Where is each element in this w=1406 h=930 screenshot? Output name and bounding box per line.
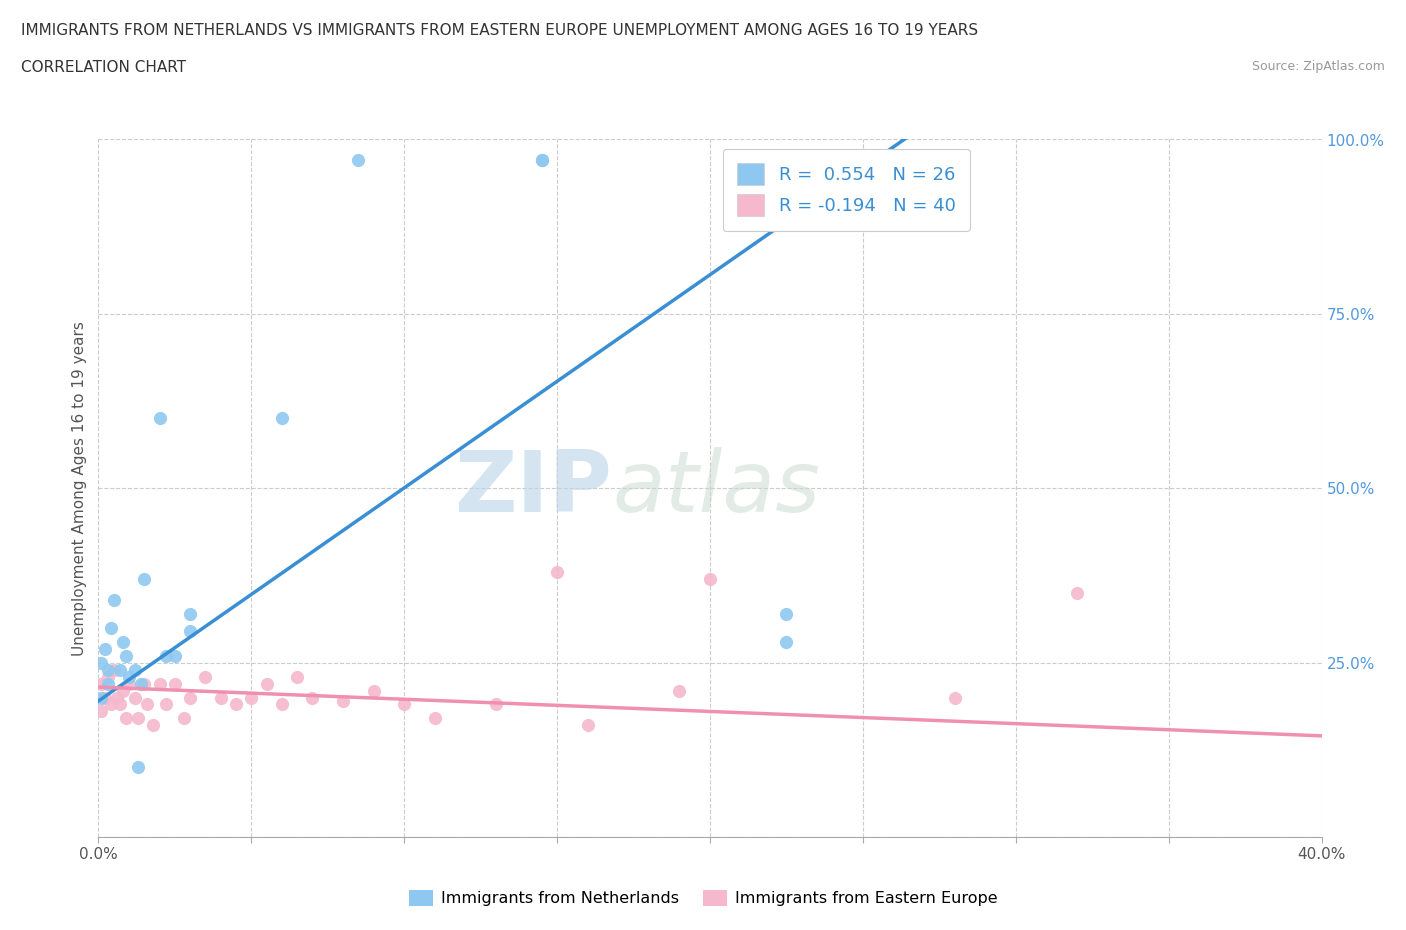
Point — [668, 683, 690, 698]
Point — [546, 565, 568, 579]
Point — [1066, 586, 1088, 601]
Point — [576, 718, 599, 733]
Point — [285, 670, 308, 684]
Point — [134, 571, 156, 587]
Point — [97, 662, 120, 677]
Text: Source: ZipAtlas.com: Source: ZipAtlas.com — [1251, 60, 1385, 73]
Point — [194, 670, 217, 684]
Point — [392, 698, 416, 712]
Point — [127, 760, 149, 775]
Point — [332, 694, 354, 709]
Point — [93, 642, 115, 657]
Point — [103, 592, 125, 607]
Point — [100, 620, 122, 635]
Legend: Immigrants from Netherlands, Immigrants from Eastern Europe: Immigrants from Netherlands, Immigrants … — [402, 884, 1004, 912]
Point — [225, 698, 247, 712]
Point — [111, 683, 134, 698]
Point — [127, 711, 149, 725]
Point — [775, 606, 797, 621]
Legend: R =  0.554   N = 26, R = -0.194   N = 40: R = 0.554 N = 26, R = -0.194 N = 40 — [723, 149, 970, 231]
Point — [179, 690, 201, 705]
Point — [155, 648, 177, 663]
Point — [485, 698, 508, 712]
Text: atlas: atlas — [612, 446, 820, 530]
Point — [347, 153, 370, 168]
Point — [124, 662, 146, 677]
Point — [90, 704, 112, 719]
Point — [301, 690, 323, 705]
Point — [118, 670, 141, 684]
Point — [111, 634, 134, 649]
Point — [179, 606, 201, 621]
Point — [97, 676, 120, 691]
Point — [149, 676, 172, 691]
Point — [115, 711, 138, 725]
Point — [129, 676, 152, 691]
Point — [118, 676, 141, 691]
Point — [105, 690, 128, 705]
Point — [163, 676, 186, 691]
Point — [179, 624, 201, 639]
Text: IMMIGRANTS FROM NETHERLANDS VS IMMIGRANTS FROM EASTERN EUROPE UNEMPLOYMENT AMONG: IMMIGRANTS FROM NETHERLANDS VS IMMIGRANT… — [21, 23, 979, 38]
Point — [163, 648, 186, 663]
Point — [270, 411, 292, 426]
Point — [142, 718, 165, 733]
Point — [124, 690, 146, 705]
Point — [363, 683, 385, 698]
Point — [97, 670, 120, 684]
Point — [240, 690, 263, 705]
Point — [115, 648, 138, 663]
Text: CORRELATION CHART: CORRELATION CHART — [21, 60, 186, 75]
Point — [775, 634, 797, 649]
Point — [256, 676, 278, 691]
Point — [136, 698, 159, 712]
Point — [423, 711, 446, 725]
Point — [155, 698, 177, 712]
Point — [149, 411, 172, 426]
Point — [943, 690, 966, 705]
Point — [90, 655, 112, 670]
Point — [134, 676, 156, 691]
Point — [173, 711, 195, 725]
Point — [93, 690, 115, 705]
Text: ZIP: ZIP — [454, 446, 612, 530]
Point — [108, 698, 131, 712]
Point — [108, 662, 131, 677]
Point — [270, 698, 292, 712]
Point — [209, 690, 232, 705]
Point — [530, 153, 553, 168]
Point — [103, 662, 125, 677]
Point — [530, 153, 553, 168]
Point — [100, 698, 122, 712]
Point — [90, 690, 112, 705]
Point — [699, 571, 721, 587]
Y-axis label: Unemployment Among Ages 16 to 19 years: Unemployment Among Ages 16 to 19 years — [72, 321, 87, 656]
Point — [90, 676, 112, 691]
